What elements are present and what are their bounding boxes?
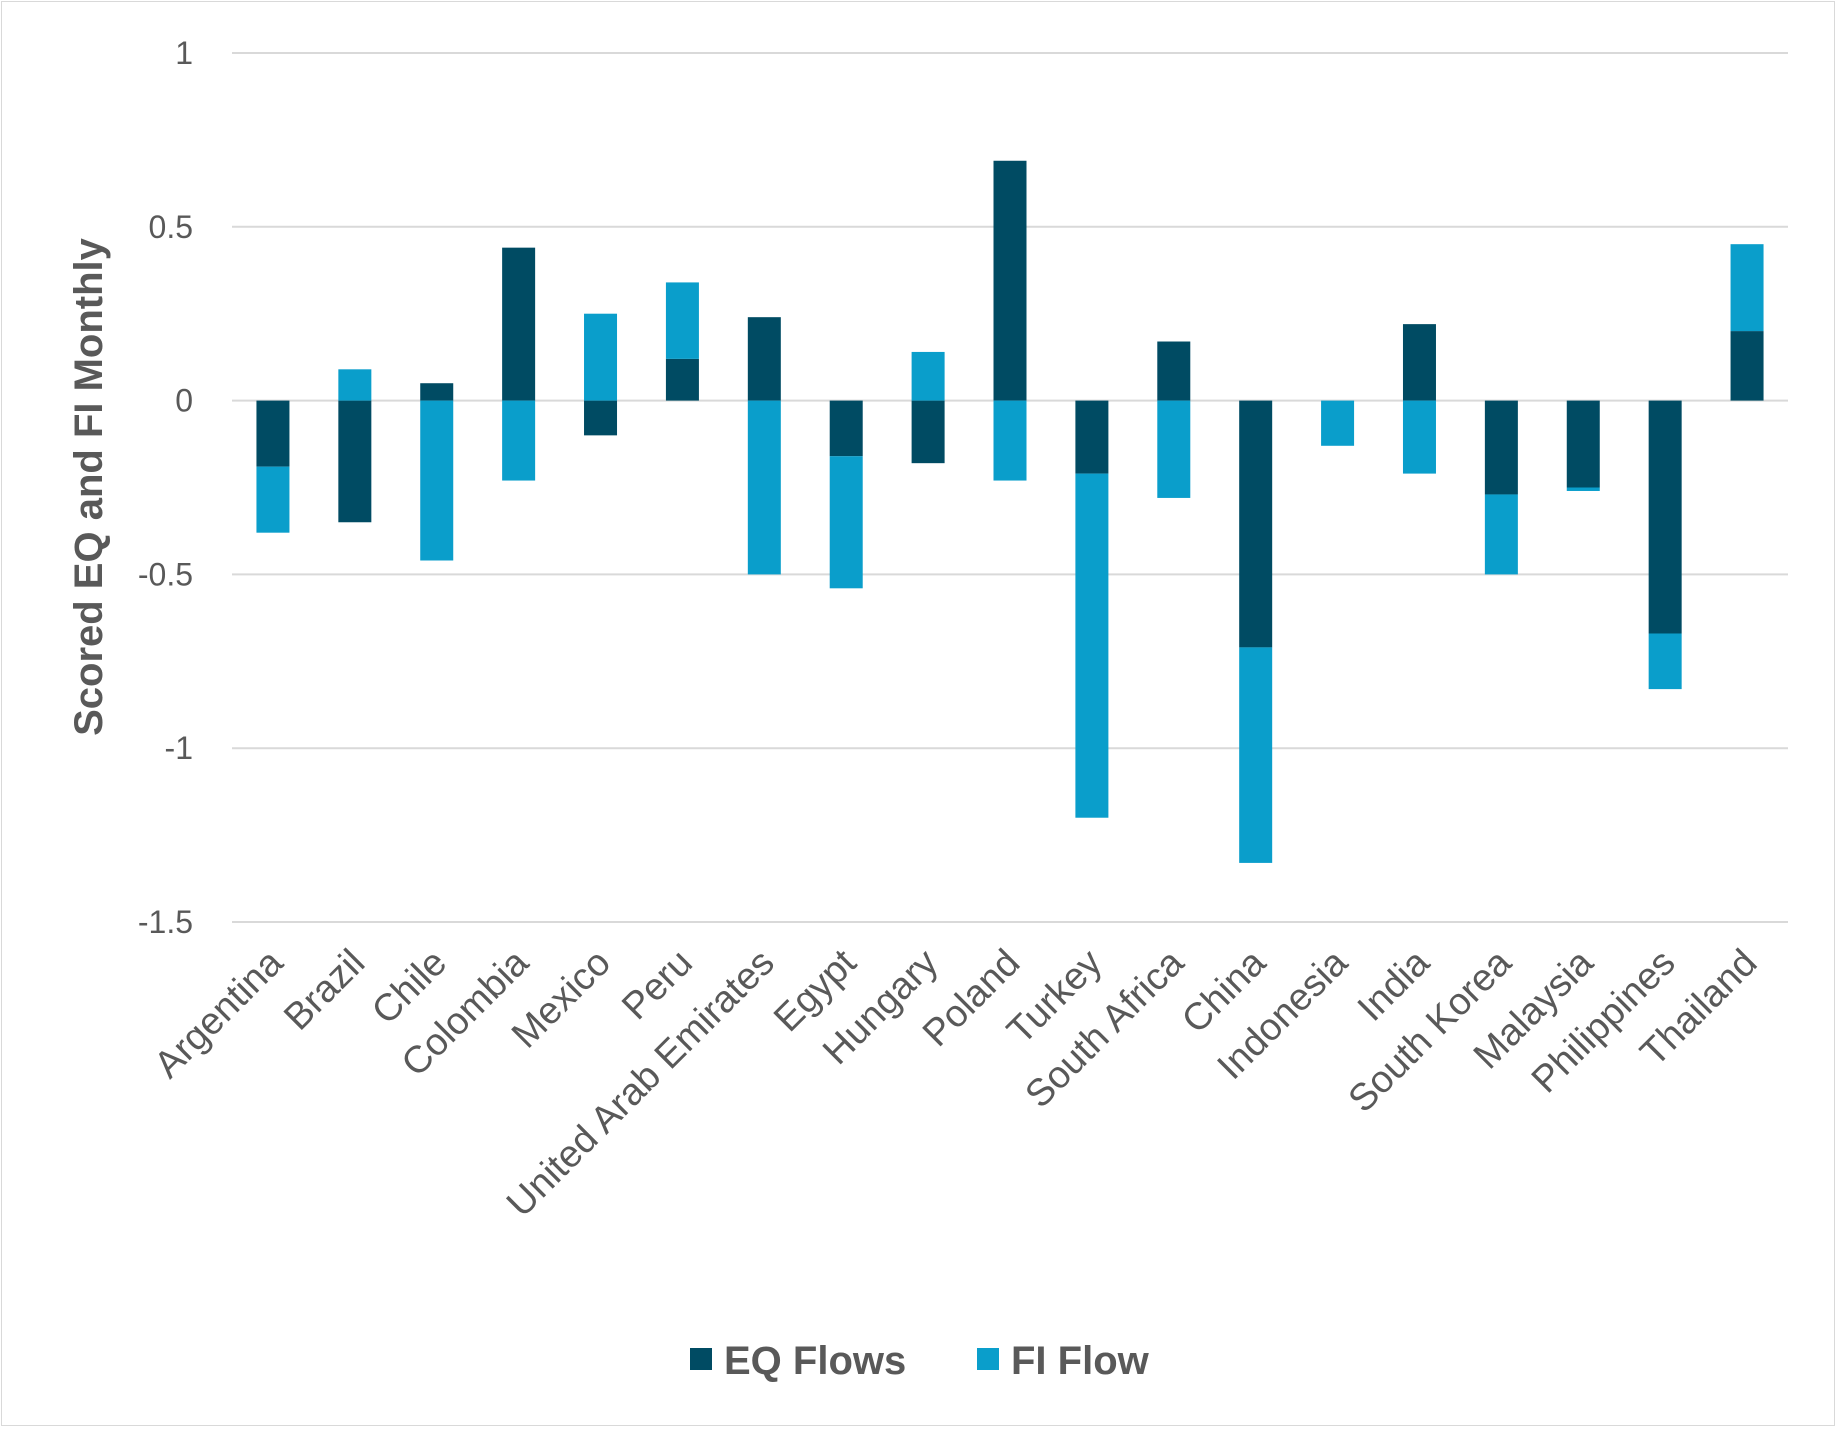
bar-fi-flow-egypt [829,456,863,589]
bar-fi-flow-brazil [338,369,372,401]
bar-eq-flows-peru [665,358,699,401]
bar-eq-flows-india [1402,324,1436,401]
bar-eq-flows-south-africa [1157,341,1191,401]
legend-swatch [977,1348,999,1370]
bar-fi-flow-poland [993,400,1027,481]
bar-eq-flows-chile [420,383,454,401]
bar-fi-flow-chile [420,400,454,561]
bar-fi-flow-malaysia [1566,487,1600,491]
legend-swatch [690,1348,712,1370]
bar-eq-flows-egypt [829,400,863,457]
bar-eq-flows-malaysia [1566,400,1600,488]
bar-eq-flows-colombia [502,247,536,401]
bar-fi-flow-peru [665,282,699,359]
bar-fi-flow-mexico [584,313,618,401]
x-tick-label: Brazil [276,942,373,1039]
y-axis-ticks: 1 0.5 0 -0.5 -1 -1.5 [138,35,193,940]
y-tick-label: 0 [175,383,193,419]
bar-fi-flow-united-arab-emirates [747,400,781,575]
bar-eq-flows-united-arab-emirates [747,317,781,401]
bar-fi-flow-turkey [1075,473,1109,818]
legend-label: FI Flow [1011,1339,1150,1383]
bar-eq-flows-thailand [1730,331,1764,401]
bar-fi-flow-thailand [1730,244,1764,332]
x-axis-category-labels: ArgentinaBrazilChileColombiaMexicoPeruUn… [147,941,1766,1225]
bar-fi-flow-south-africa [1157,400,1191,498]
bar-eq-flows-argentina [256,400,290,467]
bar-eq-flows-poland [993,160,1027,401]
y-tick-label: -1.5 [138,904,193,940]
bar-fi-flow-colombia [502,400,536,481]
bar-fi-flow-south-korea [1484,494,1518,575]
bar-eq-flows-brazil [338,400,372,523]
legend: EQ Flows FI Flow [690,1339,1150,1383]
bar-fi-flow-hungary [911,351,945,401]
y-tick-label: 0.5 [149,209,193,245]
bar-eq-flows-mexico [584,400,618,436]
bar-fi-flow-china [1239,647,1273,863]
legend-label: EQ Flows [724,1339,906,1383]
bar-eq-flows-hungary [911,400,945,464]
y-tick-label: -1 [165,730,193,766]
bar-eq-flows-south-korea [1484,400,1518,495]
y-tick-label: -0.5 [138,556,193,592]
y-tick-label: 1 [175,35,193,71]
bar-eq-flows-turkey [1075,400,1109,474]
bar-fi-flow-argentina [256,466,290,533]
bar-eq-flows-china [1239,400,1273,648]
bar-fi-flow-indonesia [1321,400,1355,446]
bars [256,160,1764,863]
y-axis-title: Scored EQ and FI Monthly [67,237,111,736]
bar-eq-flows-philippines [1648,400,1682,634]
bar-fi-flow-philippines [1648,633,1682,690]
x-tick-label: Argentina [147,941,292,1086]
bar-fi-flow-india [1402,400,1436,474]
